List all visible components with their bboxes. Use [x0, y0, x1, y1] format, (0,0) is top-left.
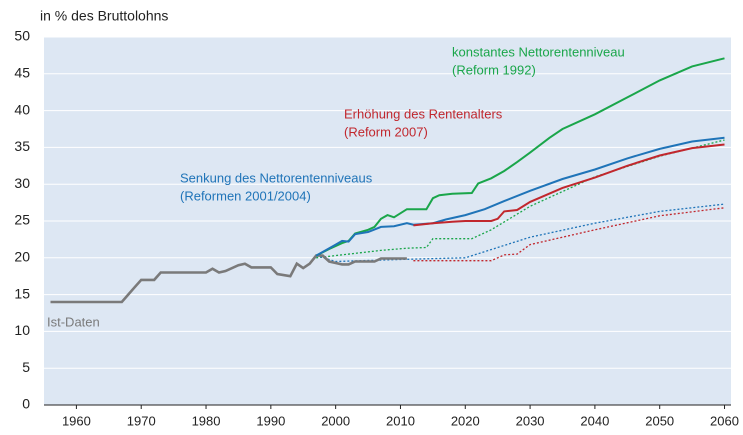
series-line: [413, 207, 725, 262]
y-tick-label: 45: [14, 65, 30, 81]
x-tick-label: 2000: [321, 413, 350, 428]
series-note: (Reform 1992): [452, 62, 536, 77]
y-tick-label: 10: [14, 322, 30, 338]
y-tick-label: 0: [22, 396, 30, 412]
y-tick-label: 5: [22, 359, 30, 375]
series-line: [413, 143, 725, 227]
x-tick-label: 2010: [386, 413, 415, 428]
series-label: Erhöhung des Rentenalters: [344, 106, 503, 121]
x-tick-label: 2020: [451, 413, 480, 428]
x-tick-label: 1990: [256, 413, 285, 428]
x-tick-label: 2030: [516, 413, 545, 428]
y-tick-label: 30: [14, 175, 30, 191]
series-line: [316, 203, 725, 263]
x-tick-label: 1960: [62, 413, 91, 428]
series-label: Ist-Daten: [47, 314, 100, 329]
y-axis-label: in % des Bruttolohns: [40, 8, 168, 24]
x-tick-label: 2050: [645, 413, 674, 428]
series-label: Senkung des Nettorentenniveaus: [180, 170, 373, 185]
series-note: (Reform 2007): [344, 124, 428, 139]
series-line: [315, 136, 725, 257]
y-tick-label: 15: [14, 285, 30, 301]
series-line: [50, 254, 407, 304]
y-tick-label: 50: [14, 28, 30, 44]
y-tick-label: 35: [14, 138, 30, 154]
series-line: [315, 57, 725, 257]
x-tick-label: 1980: [192, 413, 221, 428]
y-tick-label: 40: [14, 101, 30, 117]
x-tick-label: 2060: [710, 413, 739, 428]
x-tick-label: 2040: [580, 413, 609, 428]
series-label: konstantes Nettorentenniveau: [452, 44, 625, 59]
series-note: (Reformen 2001/2004): [180, 188, 311, 203]
x-tick-label: 1970: [127, 413, 156, 428]
y-tick-label: 25: [14, 212, 30, 228]
y-tick-label: 20: [14, 249, 30, 265]
